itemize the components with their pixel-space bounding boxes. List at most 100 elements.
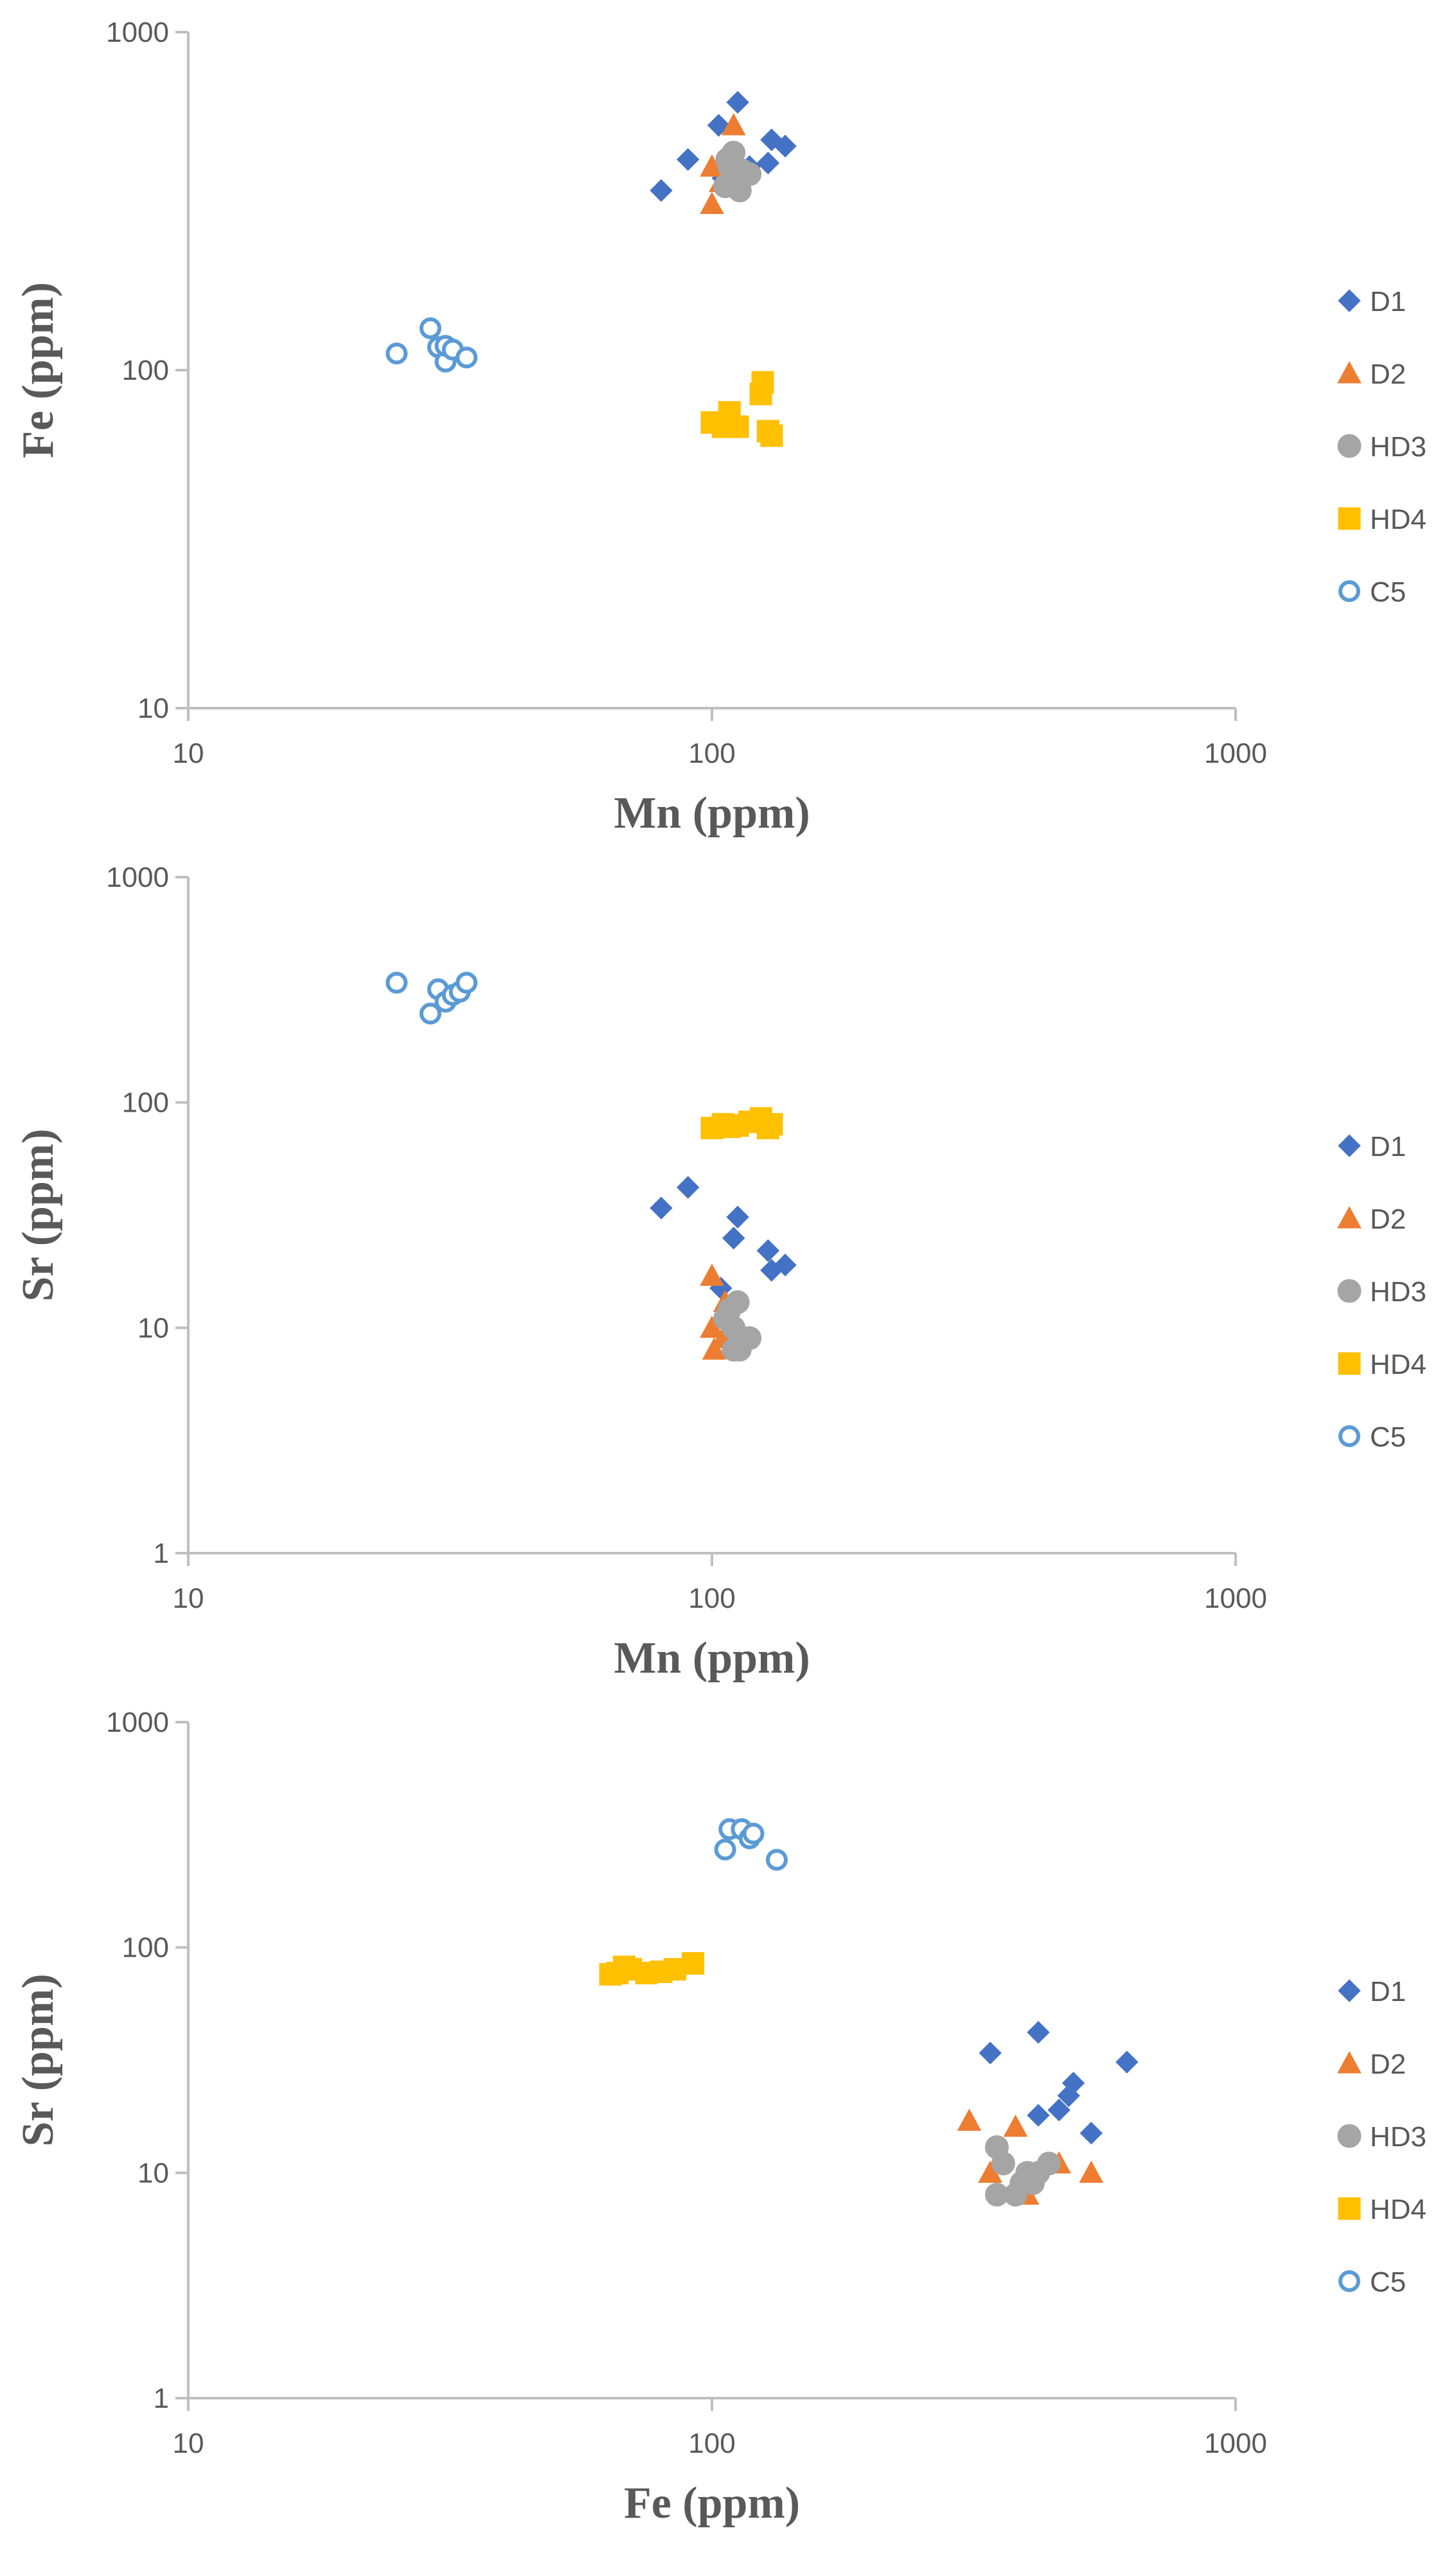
series-d1	[650, 1176, 797, 1300]
legend-label: HD4	[1370, 2194, 1426, 2225]
data-point	[386, 342, 408, 365]
data-point	[756, 151, 780, 175]
series-d1	[979, 2021, 1139, 2145]
data-point	[1079, 2160, 1104, 2183]
y-tick-label: 1000	[106, 17, 169, 48]
chart-1: 10 100 1000 10 100 1000 Mn (ppm) Fe (ppm) D1 D2 HD…	[13, 17, 1426, 838]
data-point	[700, 191, 724, 215]
data-point	[1047, 2098, 1070, 2122]
data-point	[774, 134, 797, 158]
legend-entry-c5: C5	[1338, 1421, 1406, 1453]
legend-entry-d1: D1	[1338, 1976, 1406, 2007]
legend-entry-c5: C5	[1338, 2266, 1406, 2298]
data-point	[681, 1952, 704, 1975]
series-c5	[714, 1818, 788, 1871]
legend-label: C5	[1370, 1421, 1406, 1453]
data-point	[760, 1113, 783, 1136]
legend-entry-hd4: HD4	[1338, 1349, 1426, 1380]
data-point	[722, 1227, 745, 1250]
x-axis-title: Fe (ppm)	[624, 2478, 800, 2528]
y-tick-label: 1000	[106, 862, 169, 893]
legend-entry-c5: C5	[1338, 576, 1406, 608]
data-point	[726, 1205, 749, 1229]
data-point	[650, 1196, 673, 1220]
legend-label: HD4	[1370, 504, 1426, 535]
data-point	[456, 972, 478, 994]
data-point	[760, 424, 783, 447]
data-point	[714, 1838, 736, 1861]
data-point	[726, 415, 749, 438]
legend-marker	[1338, 1979, 1361, 2002]
legend-label: D2	[1370, 2049, 1406, 2080]
legend-label: HD3	[1370, 431, 1426, 463]
x-tick-label: 100	[688, 738, 735, 769]
legend-label: C5	[1370, 2266, 1406, 2298]
series-hd4	[599, 1952, 704, 1986]
data-point	[419, 1002, 441, 1025]
legend-label: D2	[1370, 359, 1406, 390]
x-tick-label: 10	[173, 1583, 204, 1614]
y-tick-label: 10	[138, 1312, 169, 1344]
data-point	[742, 1822, 765, 1845]
data-point	[751, 371, 774, 394]
legend-label: HD3	[1370, 2121, 1426, 2153]
data-point	[456, 346, 478, 369]
legend-entry-hd4: HD4	[1338, 504, 1426, 535]
x-axis-title: Mn (ppm)	[614, 788, 810, 838]
data-point	[756, 1239, 780, 1262]
data-point	[1003, 2114, 1028, 2137]
y-tick-label: 1	[154, 2383, 169, 2414]
series-c5	[386, 317, 478, 373]
legend-marker	[1337, 2124, 1362, 2148]
legend-marker	[1337, 360, 1362, 384]
legend-entry-d1: D1	[1338, 286, 1406, 317]
legend-marker	[1338, 1352, 1361, 1375]
y-axis-title: Sr (ppm)	[13, 1973, 63, 2146]
data-point	[702, 1337, 727, 1360]
legend-marker	[1338, 580, 1360, 602]
data-point	[386, 972, 408, 994]
series-hd3	[713, 141, 762, 202]
legend-label: D1	[1370, 1976, 1406, 2007]
legend-label: HD4	[1370, 1349, 1426, 1380]
data-point	[1027, 2104, 1050, 2127]
legend-entry-hd3: HD3	[1337, 2121, 1426, 2153]
series-hd4	[700, 1107, 783, 1139]
legend-marker	[1338, 2270, 1360, 2292]
y-tick-label: 10	[138, 2157, 169, 2189]
series-c5	[386, 972, 478, 1025]
legend-label: D2	[1370, 1204, 1406, 1235]
x-tick-label: 10	[173, 738, 204, 769]
legend-label: D1	[1370, 286, 1406, 317]
data-point	[765, 1849, 788, 1871]
series-hd3	[984, 2135, 1061, 2207]
data-point	[726, 91, 749, 114]
data-point	[1027, 2021, 1050, 2044]
data-point	[419, 317, 441, 339]
data-point	[957, 2108, 982, 2131]
data-point	[1036, 2151, 1061, 2176]
legend-marker	[1337, 1279, 1362, 1303]
series-hd4	[700, 371, 783, 447]
x-axis-title: Mn (ppm)	[614, 1633, 810, 1683]
legend-marker	[1338, 1134, 1361, 1157]
legend-marker	[1337, 434, 1362, 458]
x-tick-label: 100	[688, 2428, 735, 2459]
legend-marker	[1338, 1425, 1360, 1447]
legend-marker	[1338, 507, 1361, 530]
data-point	[715, 147, 740, 172]
legend-label: D1	[1370, 1131, 1406, 1162]
data-point	[1009, 2171, 1034, 2195]
y-axis-title: Sr (ppm)	[13, 1128, 63, 1301]
y-tick-label: 100	[122, 1087, 169, 1119]
data-point	[677, 148, 700, 171]
data-point	[991, 2151, 1015, 2176]
data-point	[727, 178, 752, 202]
data-point	[650, 179, 673, 202]
x-tick-label: 100	[688, 1583, 735, 1614]
x-tick-label: 10	[173, 2428, 204, 2459]
legend-entry-d2: D2	[1337, 359, 1406, 390]
legend-marker	[1338, 2197, 1361, 2220]
